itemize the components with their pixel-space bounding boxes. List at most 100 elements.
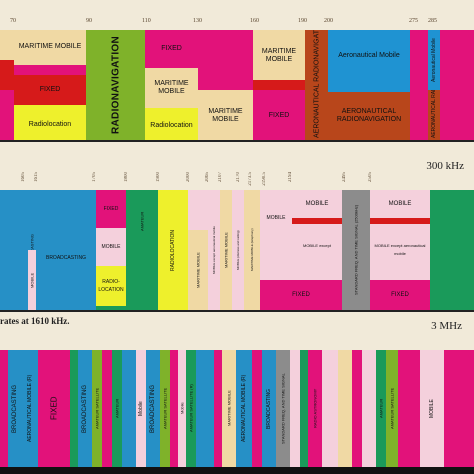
band-label: FIXED xyxy=(292,292,310,298)
band xyxy=(198,30,253,90)
band-label: BROADCASTING xyxy=(45,255,86,261)
tick-label: 2065 xyxy=(205,172,210,182)
band xyxy=(253,80,305,90)
row2-note: rates at 1610 kHz. xyxy=(0,316,70,326)
band-fixed: FIXED xyxy=(38,350,70,467)
band-label: MARITIME MOBILE xyxy=(154,80,189,95)
band-label: MARITIME MOBILE (telephony) xyxy=(250,228,254,272)
band-aeronautical-mobile: Aeronautical Mobile xyxy=(328,30,410,92)
band-fixed: FIXED xyxy=(253,90,305,140)
band-radiolocation: Radiolocation xyxy=(145,108,198,140)
band-amateur-satellite: AMATEUR SATELLITE xyxy=(160,350,170,467)
band-maritime-mobile: MARITIME MOBILE xyxy=(220,190,232,310)
band-label: Aeronautical Mobile xyxy=(338,52,400,59)
band-label: Mobile xyxy=(179,402,185,415)
band-label: RADIO-LOCATION xyxy=(98,279,124,293)
band-maritime-telephony: MARITIME MOBILE (telephony) xyxy=(244,190,260,310)
band-label: AERONAUTICAL MOBILE (R) xyxy=(241,374,247,443)
band xyxy=(370,218,430,224)
band-mobile-distress: MOBILE (distress and calling) xyxy=(232,190,244,310)
band-broadcasting: BROADCASTING xyxy=(78,350,92,467)
band-label: MOBILE except aeronautical mobile xyxy=(212,226,216,274)
band-fixed: FIXED xyxy=(370,280,430,310)
band xyxy=(0,60,14,90)
band-aeronautical-radionavigation: AERONAUTICAL RADIONAVIGATION xyxy=(305,30,328,140)
band-fixed: FIXED xyxy=(96,190,126,228)
band-label: MARITIME MOBILE xyxy=(195,252,201,288)
band-label: FIXED xyxy=(39,86,61,93)
band-aeronautical-mobile xyxy=(196,350,214,467)
band-label: Radiolocation xyxy=(150,122,193,129)
band xyxy=(102,350,112,467)
band xyxy=(322,350,338,467)
band-label: MARITIME MOBILE xyxy=(261,48,297,63)
band-amateur-satellite: AMATEUR SATELLITE xyxy=(92,350,102,467)
band xyxy=(260,250,342,280)
band xyxy=(290,350,300,467)
tick-label: 200 xyxy=(324,18,333,24)
band-label: STANDARD FREQ. AND TIME SIGNAL xyxy=(280,373,286,444)
band xyxy=(0,30,14,60)
band-fixed: FIXED xyxy=(145,30,198,68)
band-radionavigation: RADIONAVIGATION xyxy=(86,30,145,140)
tick-label: 130 xyxy=(193,18,202,24)
tick-label: 2505 xyxy=(368,172,373,182)
band-label: FIXED xyxy=(49,396,59,421)
band-broadcasting: BROADCASTING xyxy=(8,350,22,467)
band-mobile: Mobile xyxy=(178,350,186,467)
band-label: MOBILE xyxy=(429,399,435,418)
band xyxy=(362,350,376,467)
band xyxy=(96,306,126,310)
band-label: AMATEUR xyxy=(378,398,384,419)
tick-label: 190 xyxy=(298,18,307,24)
band-label: RADIONAVIGATION xyxy=(110,36,121,135)
band xyxy=(170,350,178,467)
tick-label: 160 xyxy=(250,18,259,24)
band-maritime-mobile: MARITIME MOBILE xyxy=(145,68,198,108)
band-mobile: MOBILE xyxy=(370,190,430,218)
band-label: AERONAUTICAL RADIONAVIGATION xyxy=(431,90,437,138)
band-label: STANDARD FREQ. AND TIME SIGNAL (2500kHz) xyxy=(353,204,359,296)
band-radiolocation: RADIOLOCATION xyxy=(158,190,188,310)
row3-scale-label: 3 MHz xyxy=(431,320,462,332)
band xyxy=(444,350,474,467)
band-label: RADIO ASTRONOMY xyxy=(312,388,318,429)
band-label: MOBILE xyxy=(29,272,35,288)
band-maritime-mobile: MARITIME MOBILE xyxy=(14,30,86,65)
band-maritime-mobile: MARITIME MOBILE xyxy=(188,230,208,310)
band-label: FIXED xyxy=(391,292,409,298)
tick-label: 2107 xyxy=(218,172,223,182)
tick-label: 2194 xyxy=(288,172,293,182)
band-label: MARITIME MOBILE xyxy=(18,43,82,50)
tick-label: 70 xyxy=(10,18,16,24)
row2-scale-label: 300 kHz xyxy=(426,160,464,172)
band-label: AERONAUTICAL MOBILE (R) xyxy=(27,374,33,443)
band-mobile: MOBILE xyxy=(96,228,126,266)
band-label: FIXED xyxy=(103,206,119,212)
band-label: FIXED xyxy=(161,45,182,52)
band-radiolocation: Radiolocation xyxy=(14,105,86,140)
band-standard-freq: STANDARD FREQ. AND TIME SIGNAL xyxy=(276,350,290,467)
tick-label: 285 xyxy=(428,18,437,24)
band-label: BROADCASTING xyxy=(12,384,18,433)
band-broadcasting: BROADCASTING xyxy=(36,190,96,310)
band-mobile-except: MOBILE except aeronautical mobile xyxy=(370,224,430,280)
band xyxy=(398,350,420,467)
band-aeronautical-radionavigation: AERONAUTICAL RADIONAVIGATION xyxy=(428,90,440,140)
band-label: MARITIME MOBILE xyxy=(208,108,243,123)
band xyxy=(352,350,362,467)
band-amateur-satellite: AMATEUR SATELLITE (R) xyxy=(186,350,196,467)
band-fixed: FIXED xyxy=(260,280,342,310)
band xyxy=(0,350,8,467)
band-mobile: MOBILE xyxy=(420,350,444,467)
row1-baseline xyxy=(0,140,474,142)
band-fixed: FIXED xyxy=(14,75,86,105)
band-label: MOBILE xyxy=(101,244,121,250)
band xyxy=(300,350,308,467)
band-label: AMATEUR xyxy=(139,211,145,231)
band xyxy=(410,30,428,140)
band xyxy=(0,190,28,310)
tick-label: 1900 xyxy=(156,172,161,182)
tick-label: 110 xyxy=(142,18,151,24)
band-aeronautical-mobile xyxy=(122,350,136,467)
